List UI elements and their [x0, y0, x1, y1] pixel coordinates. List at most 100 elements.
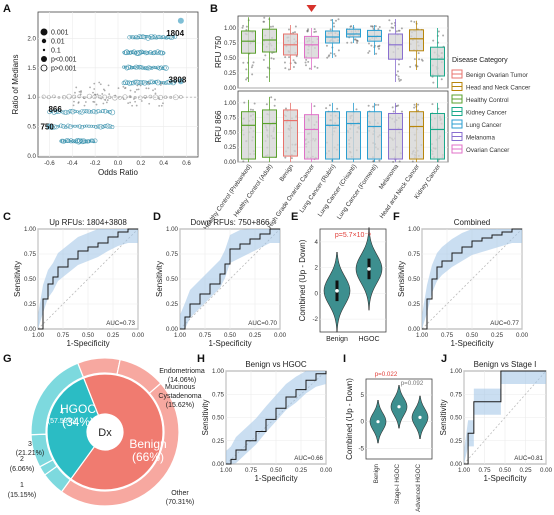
x-tick-label: 0.00 [516, 332, 529, 339]
data-point [66, 138, 71, 143]
y-tick-label: 0.75 [212, 391, 225, 398]
legend-label: Head and Neck Cancer [466, 85, 530, 92]
data-point [129, 81, 134, 86]
data-point [128, 95, 132, 99]
data-point [416, 109, 419, 112]
x-tick-label: HGOC [359, 336, 380, 343]
data-point [252, 108, 255, 111]
y-tick-label: 0.0 [27, 153, 36, 160]
slice-pct: (66%) [132, 450, 164, 464]
x-tick-label: 1.00 [458, 467, 471, 474]
x-tick-label: -0.6 [44, 160, 55, 167]
y-tick-label: 0.75 [166, 251, 179, 258]
data-point [129, 66, 134, 70]
data-point [102, 94, 108, 100]
data-point [179, 95, 183, 99]
data-point [284, 156, 287, 159]
x-tick-label: 1.00 [32, 332, 45, 339]
data-point [93, 82, 96, 85]
x-tick-label: Benign [373, 463, 380, 483]
panel-title: Benign vs HGOC [245, 360, 307, 369]
x-tick-label: 0.4 [159, 160, 168, 167]
data-point [78, 90, 81, 93]
data-point [152, 89, 154, 92]
data-point [122, 94, 128, 100]
x-tick-label: 0.75 [57, 332, 70, 339]
y-axis-label: RFU 750 [214, 35, 223, 68]
auc-label: AUC=0.70 [248, 320, 277, 327]
p-value-label: p=5.7×10⁻⁹ [335, 232, 371, 239]
data-point [431, 103, 434, 106]
y-tick-label: 2.0 [27, 35, 36, 42]
slice-label: Endometrioma [159, 368, 205, 375]
slice-label: Other [171, 490, 189, 497]
data-point [148, 35, 152, 39]
data-point [287, 68, 290, 71]
legend-label: p<0.001 [51, 57, 77, 64]
data-point [374, 25, 377, 28]
data-point [329, 28, 332, 31]
roc-curve [422, 228, 522, 330]
y-tick-label: 0.75 [24, 251, 37, 258]
slice-label: 2 [20, 456, 24, 463]
data-point [89, 110, 94, 114]
data-point [107, 124, 113, 129]
data-point [127, 65, 133, 70]
box [409, 29, 424, 52]
data-point [159, 65, 164, 70]
x-tick-label: 0.25 [519, 467, 532, 474]
data-point [395, 74, 398, 77]
data-point [265, 103, 268, 106]
confidence-band [464, 371, 546, 464]
data-point [96, 93, 99, 96]
data-point [63, 109, 69, 115]
data-point [368, 50, 371, 53]
data-point [73, 100, 75, 103]
data-point [148, 79, 153, 85]
data-point [61, 123, 66, 129]
legend-label: Ovarian Cancer [466, 147, 509, 154]
data-point [367, 51, 370, 54]
data-point [74, 91, 76, 94]
data-point [92, 91, 94, 94]
x-tick-label: 0.00 [320, 467, 333, 474]
panel-h-roc: 0.00 0.25 0.50 0.75 1.00 1.00 0.75 0.50 0.25 0.00… [201, 360, 333, 483]
y-tick-label: 0.00 [24, 326, 37, 333]
y-tick-label: 0.50 [224, 55, 237, 62]
y-tick-label: 0.00 [408, 326, 421, 333]
slice-pct: (15.15%) [8, 492, 36, 499]
panel-letter-j: J [441, 353, 447, 365]
legend-label: p>0.001 [51, 66, 77, 73]
data-point [148, 33, 155, 40]
data-point [152, 94, 159, 101]
data-point [177, 17, 184, 24]
data-point [46, 95, 51, 100]
y-tick-label: 1.00 [450, 368, 463, 375]
data-point [109, 109, 116, 116]
box [346, 111, 361, 160]
panel-f-roc: 0.00 0.25 0.50 0.75 1.00 1.00 0.75 0.50 0.25 0.00… [397, 218, 529, 348]
data-point [367, 42, 370, 45]
y-tick-label: 0.25 [450, 438, 463, 445]
y-tick-label: 0.50 [24, 276, 37, 283]
data-point [133, 95, 137, 99]
y-tick-label: 1.00 [224, 100, 237, 107]
point-annotation: 866 [48, 105, 62, 114]
data-point [61, 110, 66, 115]
y-tick-label: 0.00 [212, 461, 225, 468]
data-point [133, 34, 139, 40]
x-tick-label: Melanoma [378, 163, 401, 191]
slice-label: Mucinous [165, 384, 195, 391]
data-point [86, 93, 93, 100]
data-point [418, 58, 421, 61]
data-point [313, 28, 316, 31]
data-point [152, 50, 158, 55]
diagonal-reference [37, 228, 139, 330]
data-point [329, 52, 332, 55]
median-point [335, 289, 339, 293]
data-point [162, 51, 166, 55]
data-point [129, 89, 132, 92]
data-point [313, 31, 316, 34]
data-point [101, 93, 104, 95]
data-point [410, 20, 413, 23]
